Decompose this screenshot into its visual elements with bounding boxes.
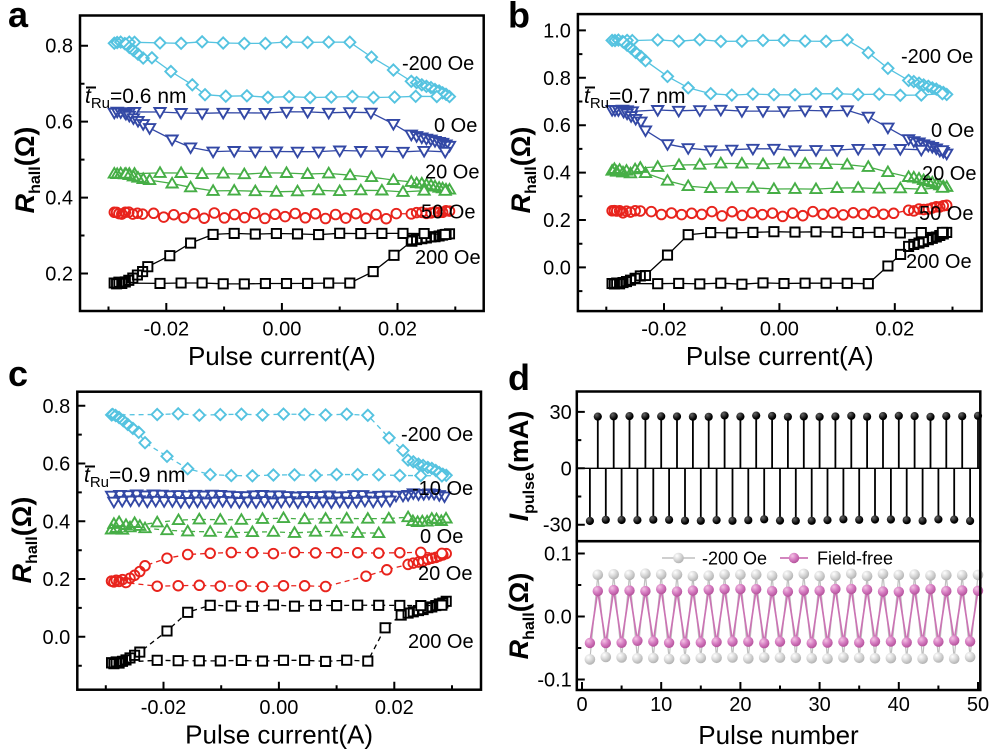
- svg-text:0.2: 0.2: [543, 210, 571, 232]
- svg-text:0.4: 0.4: [543, 163, 571, 185]
- svg-text:0.6: 0.6: [42, 454, 70, 476]
- svg-text:40: 40: [888, 694, 910, 716]
- svg-text:0.4: 0.4: [45, 188, 73, 210]
- svg-text:-10 Oe: -10 Oe: [412, 478, 473, 500]
- svg-text:0.6: 0.6: [45, 112, 73, 134]
- svg-text:0.00: 0.00: [262, 319, 301, 341]
- svg-text:0.4: 0.4: [42, 511, 70, 533]
- svg-text:-200 Oe: -200 Oe: [401, 424, 473, 446]
- svg-text:c: c: [8, 353, 28, 394]
- svg-text:0 Oe: 0 Oe: [434, 115, 477, 137]
- svg-text:0.2: 0.2: [42, 569, 70, 591]
- svg-text:0.02: 0.02: [875, 319, 914, 341]
- svg-text:0.02: 0.02: [378, 319, 417, 341]
- svg-text:Pulse current(A): Pulse current(A): [185, 720, 373, 750]
- svg-text:-200 Oe: -200 Oe: [702, 549, 767, 569]
- svg-text:30: 30: [808, 694, 830, 716]
- svg-text:tRu=0.9 nm: tRu=0.9 nm: [84, 464, 186, 491]
- svg-text:0.6: 0.6: [543, 115, 571, 137]
- svg-text:20 Oe: 20 Oe: [425, 162, 479, 184]
- svg-text:a: a: [8, 0, 29, 35]
- svg-text:-0.02: -0.02: [144, 319, 190, 341]
- svg-text:0: 0: [576, 694, 587, 716]
- svg-text:Rhall(Ω): Rhall(Ω): [504, 573, 538, 660]
- svg-text:-200 Oe: -200 Oe: [901, 46, 973, 68]
- svg-text:200 Oe: 200 Oe: [408, 631, 474, 653]
- svg-text:0.8: 0.8: [42, 396, 70, 418]
- svg-text:10: 10: [650, 694, 672, 716]
- svg-text:-200 Oe: -200 Oe: [402, 53, 474, 75]
- svg-text:1.0: 1.0: [543, 20, 571, 42]
- svg-text:Rhall(Ω): Rhall(Ω): [7, 497, 41, 584]
- svg-text:200 Oe: 200 Oe: [415, 247, 481, 269]
- svg-text:0.8: 0.8: [543, 68, 571, 90]
- svg-text:tRu=0.7 nm: tRu=0.7 nm: [584, 85, 686, 112]
- svg-text:0.1: 0.1: [544, 544, 572, 566]
- svg-text:50 Oe: 50 Oe: [421, 202, 475, 224]
- svg-text:0.0: 0.0: [544, 607, 572, 629]
- svg-text:30: 30: [550, 402, 572, 424]
- svg-text:-30: -30: [543, 515, 572, 537]
- svg-text:-0.02: -0.02: [641, 319, 687, 341]
- svg-text:tRu=0.6 nm: tRu=0.6 nm: [85, 85, 187, 112]
- svg-text:Ipulse(mA): Ipulse(mA): [504, 411, 538, 522]
- svg-text:Rhall(Ω): Rhall(Ω): [10, 127, 44, 214]
- svg-text:50: 50: [967, 694, 989, 716]
- svg-text:20 Oe: 20 Oe: [418, 563, 472, 585]
- svg-text:Rhall(Ω): Rhall(Ω): [506, 127, 540, 214]
- svg-text:20: 20: [729, 694, 751, 716]
- svg-text:0.0: 0.0: [543, 257, 571, 279]
- svg-text:Pulse current(A): Pulse current(A): [686, 341, 874, 371]
- svg-text:0 Oe: 0 Oe: [420, 526, 463, 548]
- svg-text:0 Oe: 0 Oe: [931, 120, 974, 142]
- svg-text:200 Oe: 200 Oe: [906, 251, 972, 273]
- svg-text:50 Oe: 50 Oe: [919, 203, 973, 225]
- svg-text:0: 0: [561, 458, 572, 480]
- svg-text:Field-free: Field-free: [817, 549, 893, 569]
- svg-text:b: b: [508, 0, 530, 36]
- svg-text:Pulse number: Pulse number: [698, 720, 859, 750]
- svg-text:20 Oe: 20 Oe: [922, 163, 976, 185]
- svg-text:0.00: 0.00: [760, 319, 799, 341]
- svg-text:0.02: 0.02: [375, 697, 414, 719]
- svg-text:0.2: 0.2: [45, 264, 73, 286]
- svg-text:-0.1: -0.1: [537, 670, 571, 692]
- svg-text:0.8: 0.8: [45, 36, 73, 58]
- svg-text:0.0: 0.0: [42, 627, 70, 649]
- svg-text:-0.02: -0.02: [141, 697, 187, 719]
- svg-text:d: d: [508, 357, 530, 398]
- svg-text:0.00: 0.00: [259, 697, 298, 719]
- svg-text:Pulse current(A): Pulse current(A): [188, 341, 376, 371]
